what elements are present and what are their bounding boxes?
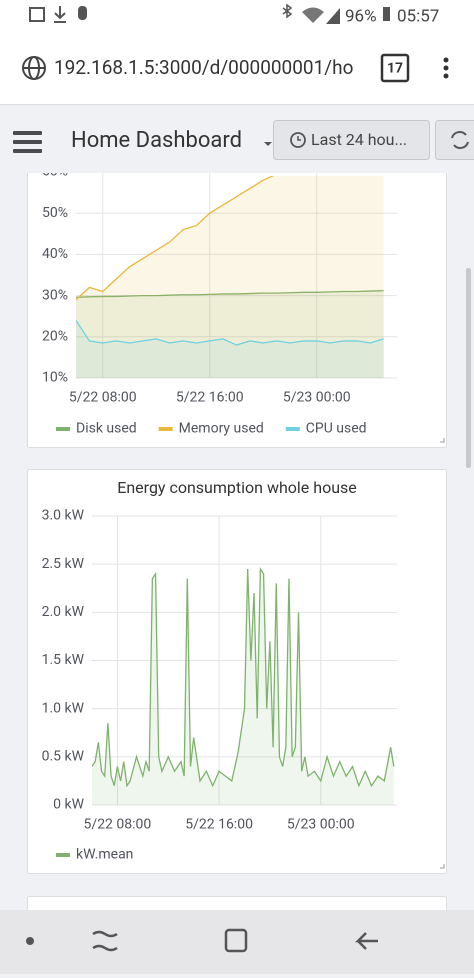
y-tick-label: 2.5 kW	[42, 556, 85, 572]
y-tick-label: 40%	[42, 246, 68, 262]
title-caret	[264, 142, 272, 146]
y-tick-label: 20%	[42, 329, 68, 345]
legend-swatch	[286, 427, 300, 431]
address-content: 192.168.1.5:3000/d/000000001/ho 17	[0, 32, 474, 104]
y-tick-label: 10%	[42, 370, 68, 386]
mic-icon	[78, 6, 87, 20]
x-tick-label: 5/22 16:00	[185, 817, 253, 833]
bluetooth-icon	[283, 5, 291, 17]
x-tick-label: 5/22 08:00	[84, 817, 152, 833]
legend-label: CPU used	[306, 421, 367, 437]
legend-swatch	[159, 427, 173, 431]
y-tick-label: 0 kW	[53, 797, 84, 813]
scrollbar	[466, 268, 471, 468]
url-clip: 192.168.1.5:3000/d/000000001/ho	[54, 56, 353, 79]
dot	[26, 937, 34, 945]
refresh-button[interactable]	[436, 121, 474, 160]
x-tick-label: 5/23 00:00	[287, 817, 355, 833]
header-content: Home Dashboard Last 24 hou...	[0, 105, 474, 173]
dashboard-header: Home Dashboard Last 24 hou...	[0, 105, 474, 173]
image-icon	[30, 8, 44, 21]
status-bar: 96% 05:57	[0, 0, 474, 32]
address-bar: 192.168.1.5:3000/d/000000001/ho 17	[0, 32, 474, 105]
x-tick-label: 5/22 16:00	[176, 390, 244, 406]
legend-swatch	[56, 853, 70, 857]
y-tick-label: 30%	[42, 287, 68, 303]
time-range: Last 24 hou...	[311, 130, 407, 149]
x-tick-label: 5/22 08:00	[69, 390, 137, 406]
status-icons: 96% 05:57	[0, 0, 474, 32]
battery-icon	[383, 7, 390, 21]
signal-icon	[326, 8, 340, 24]
nav-buttons	[0, 910, 474, 974]
y-tick-label: 2.0 kW	[42, 604, 85, 620]
legend-label: Memory used	[179, 421, 264, 437]
wifi-icon	[302, 8, 324, 24]
tab-count: 17	[387, 61, 403, 77]
home-button[interactable]	[226, 930, 246, 951]
side-menu-button[interactable]	[13, 131, 42, 153]
back-button[interactable]	[358, 933, 378, 949]
navigation-bar	[0, 910, 474, 974]
panel	[28, 470, 447, 874]
menu-button[interactable]	[444, 58, 449, 79]
download-icon	[54, 6, 66, 22]
y-tick-label: 1.0 kW	[42, 700, 85, 716]
x-tick-label: 5/23 00:00	[283, 390, 351, 406]
chart-title: Energy consumption whole house	[117, 478, 357, 497]
legend-label: kW.mean	[76, 847, 133, 863]
legend-label: Disk used	[76, 421, 137, 437]
url[interactable]: 192.168.1.5:3000/d/000000001/ho	[54, 56, 353, 79]
clock: 05:57	[397, 6, 439, 26]
dashboard-title[interactable]: Home Dashboard	[71, 128, 242, 153]
battery-level: 96%	[345, 6, 377, 26]
recents-button[interactable]	[93, 932, 117, 950]
y-tick-label: 3.0 kW	[42, 508, 85, 524]
y-tick-label: 50%	[42, 205, 68, 221]
y-tick-label: 1.5 kW	[42, 652, 85, 668]
y-tick-label: 0.5 kW	[42, 749, 85, 765]
globe-icon	[23, 57, 45, 79]
legend-swatch	[56, 427, 70, 431]
